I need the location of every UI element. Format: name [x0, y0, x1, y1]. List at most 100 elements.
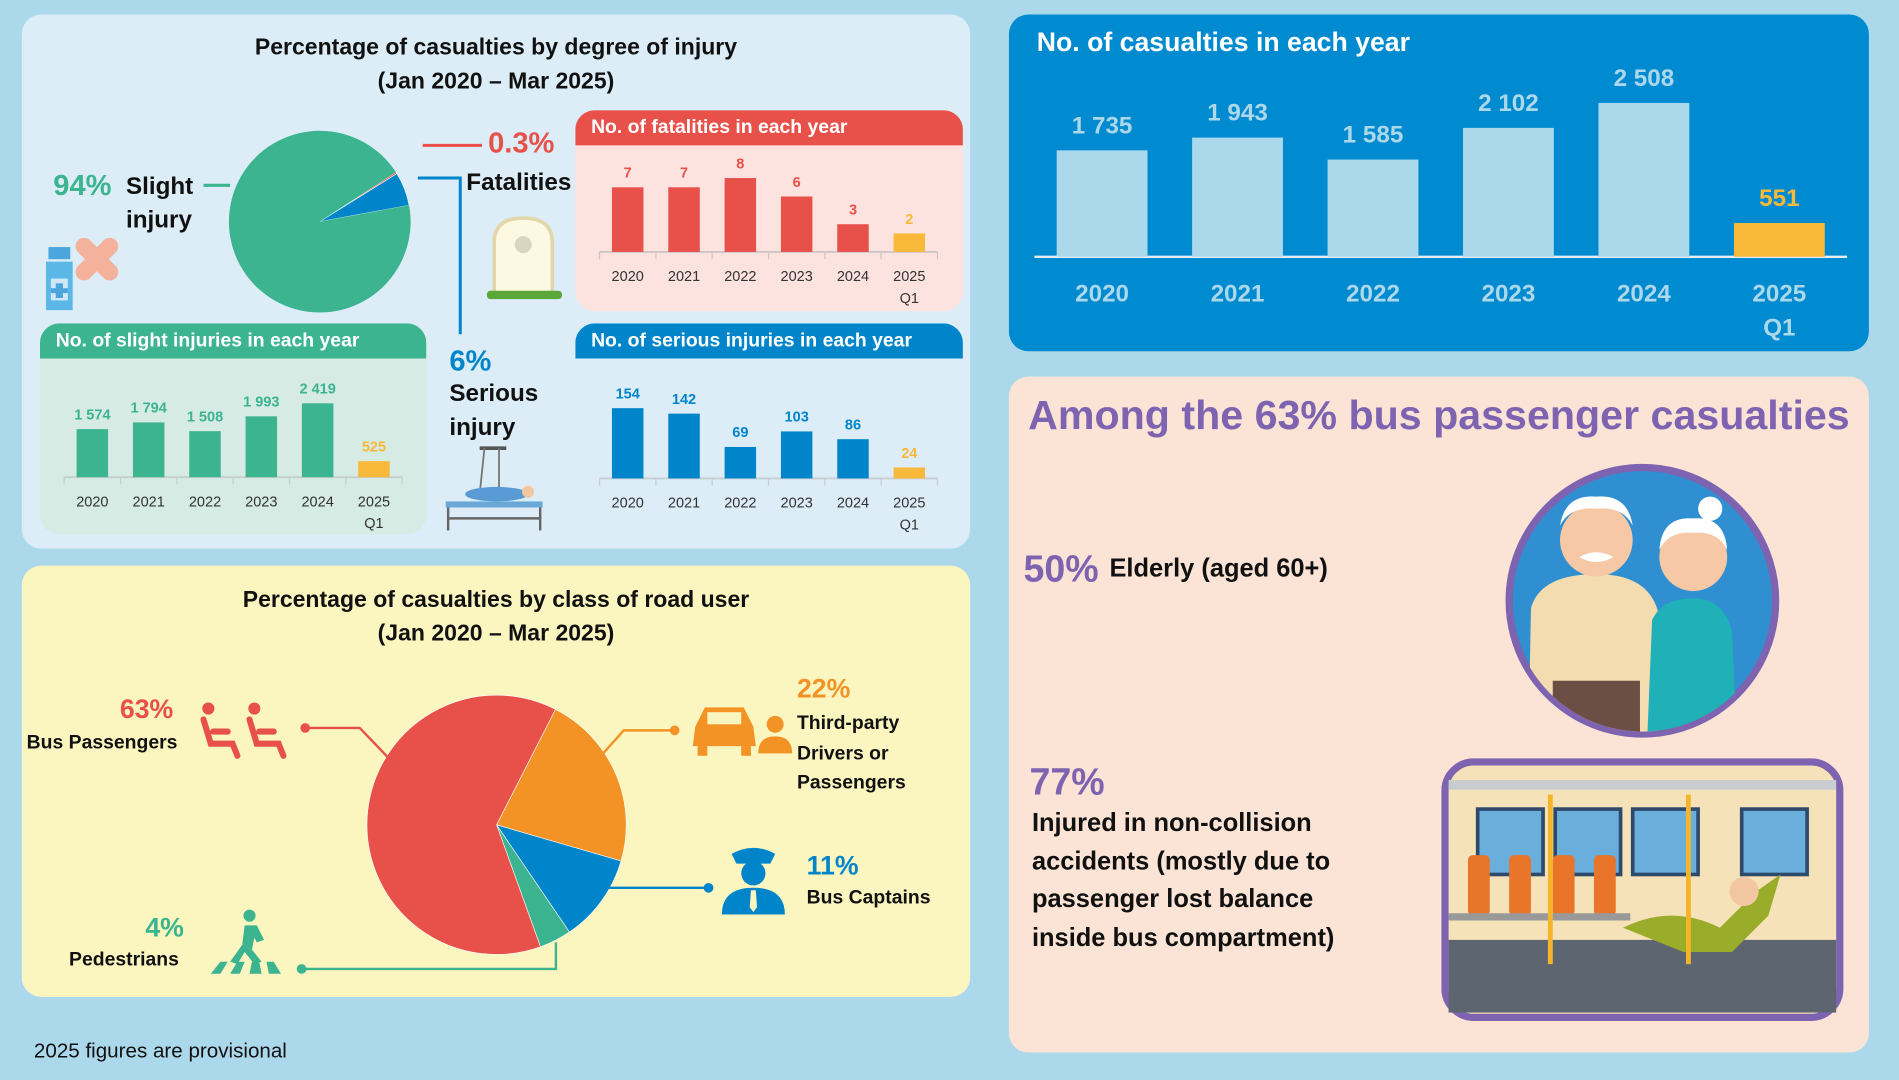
bus-passenger-title: Among the 63% bus passenger casualties — [1028, 392, 1850, 439]
slight-title: No. of slight injuries in each year — [39, 323, 427, 359]
value-label-2020: 154 — [616, 386, 640, 402]
road-user-title-line2: (Jan 2020 – Mar 2025) — [377, 621, 615, 647]
third-party-label-1: Third-party — [796, 713, 900, 734]
bar-2025 — [893, 467, 926, 479]
third-party-label-2: Drivers or — [796, 743, 889, 764]
road-user-pie-chart — [296, 694, 714, 974]
value-label-2025: 525 — [362, 439, 386, 455]
fatalities-bar-chart: 7 2020 7 2021 8 2022 6 2023 3 2024 2 2025 Q1 — [598, 156, 939, 307]
noncollision-line-4: inside bus compartment) — [1031, 923, 1335, 952]
category-label-2025: 2025 — [893, 495, 925, 511]
pedestrians-pct: 4% — [145, 912, 184, 943]
casualties-panel — [1008, 14, 1869, 352]
category-label-2025: 2025 — [893, 269, 925, 285]
bar-2025 — [358, 461, 390, 478]
value-label-2021: 1 794 — [131, 401, 167, 417]
slight-label-2: injury — [125, 207, 192, 234]
category-label-2021: 2021 — [668, 269, 700, 285]
road-user-title-line1: Percentage of casualties by class of roa… — [242, 587, 750, 613]
serious-pct: 6% — [449, 345, 492, 378]
category-label-2021: 2021 — [133, 494, 165, 510]
category-label-2022: 2022 — [724, 269, 756, 285]
value-label-2023: 103 — [785, 410, 809, 426]
bar-2023 — [1463, 127, 1554, 257]
injury-title-line2: (Jan 2020 – Mar 2025) — [377, 69, 615, 95]
bus-pax-pct: 63% — [119, 694, 174, 725]
slight-pct: 94% — [53, 169, 112, 203]
bar-2023 — [780, 196, 813, 252]
category-label-2025: 2025 — [1752, 281, 1806, 308]
pie-slice-bus-passengers — [366, 694, 556, 955]
value-label-2023: 2 102 — [1478, 90, 1539, 117]
third-party-label-3: Passengers — [796, 772, 906, 794]
category-label-2023: 2023 — [781, 495, 813, 511]
value-label-2023: 6 — [793, 175, 801, 191]
category-label-2021: 2021 — [668, 495, 700, 511]
casualties-bar-chart: 1 735 2020 1 943 2021 1 585 2022 2 102 2023 2 50… — [1034, 65, 1848, 342]
bar-2025 — [1733, 222, 1825, 257]
pie-slice-third-party-drivers-or-passengers — [496, 708, 627, 862]
road-user-title: Percentage of casualties by class of roa… — [22, 584, 970, 652]
category-sublabel-2025: Q1 — [900, 291, 919, 307]
value-label-2022: 8 — [736, 156, 744, 172]
bar-2021 — [1192, 137, 1283, 257]
fatal-pct: 0.3% — [488, 127, 555, 160]
category-sublabel-2025: Q1 — [1763, 315, 1795, 342]
category-label-2022: 2022 — [1346, 281, 1400, 308]
serious-label-1: Serious — [449, 380, 539, 407]
serious-bar-chart: 154 2020 142 2021 69 2022 103 2023 86 2024 24 2025 Q… — [598, 386, 939, 533]
bar-2021 — [668, 187, 700, 252]
category-label-2024: 2024 — [1617, 281, 1671, 308]
value-label-2022: 1 585 — [1343, 122, 1404, 149]
pie-slice-bus-captains — [495, 824, 622, 933]
pie-slice-serious-injury — [319, 173, 410, 222]
hospital-bed-icon — [445, 446, 543, 531]
slight-label-1: Slight — [125, 173, 194, 200]
bar-2024 — [301, 403, 334, 478]
bar-2024 — [837, 439, 869, 479]
value-label-2025: 551 — [1759, 185, 1799, 212]
bar-2020 — [1056, 150, 1148, 257]
slight-bar-chart: 1 574 2020 1 794 2021 1 508 2022 1 993 2023 2 41… — [63, 382, 403, 532]
pedestrians-leader-line — [301, 942, 558, 971]
elderly-pct: 50% — [1023, 547, 1099, 590]
casualties-title: No. of casualties in each year — [1036, 26, 1411, 57]
category-label-2023: 2023 — [1482, 281, 1536, 308]
value-label-2020: 1 735 — [1072, 112, 1133, 139]
bus-pax-leader-line — [305, 726, 389, 758]
footnote: 2025 figures are provisional — [33, 1039, 287, 1063]
bar-2020 — [611, 187, 644, 252]
injury-title: Percentage of casualties by degree of in… — [22, 31, 970, 99]
captains-pct: 11% — [806, 850, 859, 881]
first-aid-icon — [46, 237, 119, 311]
value-label-2024: 86 — [845, 418, 861, 434]
category-label-2020: 2020 — [76, 494, 108, 510]
bar-2020 — [76, 429, 109, 478]
category-label-2024: 2024 — [837, 269, 869, 285]
tombstone-icon — [486, 216, 562, 300]
value-label-2024: 3 — [849, 203, 857, 219]
category-label-2024: 2024 — [837, 495, 869, 511]
bar-2022 — [724, 446, 757, 479]
bus-captain-icon — [721, 847, 785, 915]
elderly-label: Elderly (aged 60+) — [1109, 554, 1328, 583]
value-label-2025: 2 — [905, 212, 913, 228]
bar-2025 — [893, 233, 926, 252]
value-label-2021: 142 — [672, 392, 696, 408]
category-label-2020: 2020 — [1075, 281, 1129, 308]
category-label-2022: 2022 — [189, 494, 221, 510]
bus-pax-label: Bus Passengers — [26, 732, 178, 754]
category-label-2021: 2021 — [1211, 281, 1265, 308]
serious-leader-line — [417, 176, 462, 335]
category-sublabel-2025: Q1 — [900, 517, 919, 533]
value-label-2024: 2 508 — [1614, 65, 1675, 92]
fatalities-title: No. of fatalities in each year — [575, 110, 963, 146]
value-label-2023: 1 993 — [243, 395, 279, 411]
bar-2020 — [611, 408, 644, 479]
value-label-2020: 1 574 — [74, 407, 110, 423]
captains-label: Bus Captains — [806, 887, 931, 909]
value-label-2024: 2 419 — [299, 382, 335, 398]
category-label-2020: 2020 — [612, 269, 644, 285]
category-label-2023: 2023 — [781, 269, 813, 285]
